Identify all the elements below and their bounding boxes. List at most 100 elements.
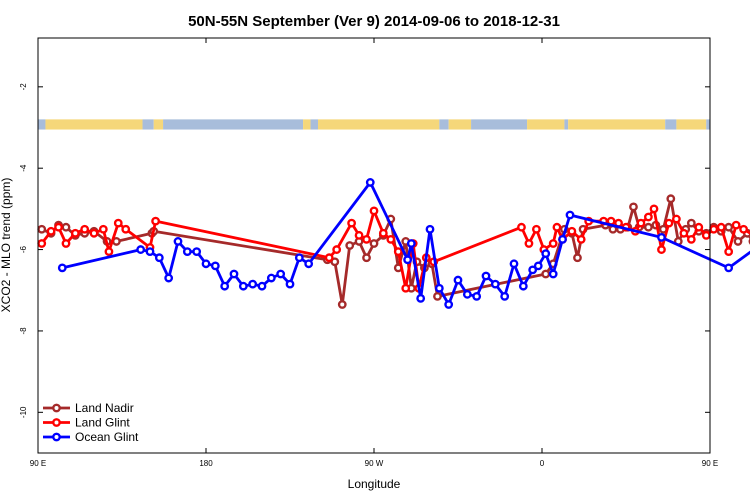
data-point-land-nadir <box>629 202 638 212</box>
data-point-ocean-glint <box>192 247 202 257</box>
mask-segment-ocean <box>665 119 677 130</box>
data-point-ocean-glint <box>558 234 567 244</box>
data-point-land-glint <box>369 206 379 216</box>
data-point-ocean-glint <box>657 232 666 242</box>
data-point-land-glint <box>393 247 403 257</box>
data-point-ocean-glint <box>304 259 314 269</box>
mask-segment-ocean <box>310 119 318 130</box>
x-tick-label: 0 <box>540 459 545 468</box>
mask-segment-land <box>45 119 143 130</box>
data-point-land-glint <box>54 222 63 232</box>
legend-swatch-marker-ocean-glint <box>52 432 61 442</box>
data-point-ocean-glint <box>210 261 220 271</box>
data-point-ocean-glint <box>145 247 155 257</box>
data-point-land-nadir <box>541 269 551 279</box>
data-point-ocean-glint <box>490 279 500 289</box>
data-point-ocean-glint <box>57 263 67 273</box>
data-point-ocean-glint <box>472 291 482 301</box>
mask-segment-ocean <box>706 119 710 130</box>
data-point-ocean-glint <box>248 279 258 289</box>
data-point-ocean-glint <box>724 263 734 273</box>
data-point-ocean-glint <box>416 293 426 303</box>
legend-label-land-nadir: Land Nadir <box>75 401 134 415</box>
data-point-land-glint <box>567 226 577 236</box>
data-point-land-glint <box>576 234 586 244</box>
data-point-ocean-glint <box>453 275 463 285</box>
data-point-land-nadir <box>644 222 653 232</box>
data-point-land-nadir <box>573 253 582 263</box>
data-point-ocean-glint <box>173 237 183 246</box>
data-point-land-glint <box>644 212 653 222</box>
mask-segment-ocean <box>38 119 46 130</box>
x-axis-label: Longitude <box>348 477 401 491</box>
data-point-ocean-glint <box>434 283 444 293</box>
mask-segment-land <box>448 119 472 130</box>
data-point-land-nadir <box>686 218 696 228</box>
mask-segment-land <box>568 119 666 130</box>
data-point-land-glint <box>61 239 71 248</box>
data-point-land-glint <box>649 204 659 214</box>
data-point-ocean-glint <box>403 255 412 265</box>
data-point-ocean-glint <box>509 259 519 269</box>
mask-segment-land <box>676 119 707 130</box>
legend-swatch-marker-land-glint <box>52 418 61 427</box>
data-point-ocean-glint <box>425 224 435 234</box>
data-point-ocean-glint <box>500 291 510 301</box>
data-point-land-nadir <box>37 224 47 234</box>
data-point-land-glint <box>332 245 342 254</box>
mask-segment-ocean <box>471 119 528 130</box>
data-point-land-glint <box>686 234 696 244</box>
mask-segment-land <box>527 119 565 130</box>
data-point-ocean-glint <box>533 261 543 271</box>
data-point-ocean-glint <box>136 245 146 254</box>
data-point-land-glint <box>104 247 114 257</box>
y-tick-label: -8 <box>19 327 28 335</box>
data-point-ocean-glint <box>266 273 276 283</box>
data-point-land-nadir <box>337 300 347 309</box>
data-point-land-glint <box>98 224 108 234</box>
chart-title: 50N-55N September (Ver 9) 2014-09-06 to … <box>188 13 560 30</box>
data-point-land-glint <box>37 239 47 248</box>
data-point-land-glint <box>716 222 726 232</box>
data-point-land-glint <box>694 222 704 232</box>
data-point-ocean-glint <box>294 253 304 263</box>
data-point-ocean-glint <box>406 239 416 248</box>
data-point-ocean-glint <box>201 259 211 269</box>
legend-label-ocean-glint: Ocean Glint <box>75 430 139 444</box>
data-point-ocean-glint <box>518 281 528 291</box>
data-point-land-nadir <box>433 291 442 301</box>
x-tick-label: 90 W <box>365 459 384 468</box>
data-point-land-glint <box>46 226 56 236</box>
x-tick-label: 90 E <box>30 459 46 468</box>
data-point-land-glint <box>731 220 741 230</box>
data-point-land-glint <box>679 228 689 238</box>
y-tick-label: -2 <box>19 83 28 91</box>
data-point-land-glint <box>724 247 734 257</box>
data-point-land-nadir <box>666 194 676 204</box>
mask-segment-land <box>318 119 440 130</box>
series-group <box>37 178 750 309</box>
mask-segment-ocean <box>163 119 304 130</box>
data-point-ocean-glint <box>528 265 538 275</box>
data-point-ocean-glint <box>182 247 192 257</box>
data-point-land-glint <box>548 239 558 248</box>
data-point-land-glint <box>113 218 123 228</box>
data-point-ocean-glint <box>164 273 174 283</box>
data-point-land-glint <box>532 224 541 234</box>
data-point-land-glint <box>636 218 646 228</box>
land-ocean-mask <box>38 119 710 130</box>
legend-swatch-marker-land-nadir <box>52 403 61 413</box>
y-tick-label: -4 <box>19 164 28 172</box>
data-point-land-glint <box>524 239 534 248</box>
x-tick-label: 90 E <box>702 459 718 468</box>
data-point-land-glint <box>401 283 411 293</box>
data-point-land-nadir <box>330 257 340 267</box>
data-point-land-glint <box>664 218 674 228</box>
data-point-land-glint <box>386 234 396 244</box>
data-point-land-nadir <box>362 253 371 263</box>
data-point-land-nadir <box>724 222 734 232</box>
data-point-land-glint <box>378 228 388 238</box>
data-point-ocean-glint <box>238 281 248 291</box>
data-point-land-glint <box>709 224 719 234</box>
